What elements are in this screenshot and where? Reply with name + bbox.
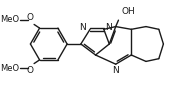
Text: N: N bbox=[105, 23, 112, 32]
Text: O: O bbox=[26, 13, 33, 22]
Text: O: O bbox=[26, 66, 33, 75]
Text: OH: OH bbox=[121, 7, 135, 16]
Text: MeO: MeO bbox=[0, 64, 19, 73]
Text: MeO: MeO bbox=[0, 15, 19, 24]
Text: N: N bbox=[80, 23, 86, 32]
Text: N: N bbox=[112, 66, 119, 75]
